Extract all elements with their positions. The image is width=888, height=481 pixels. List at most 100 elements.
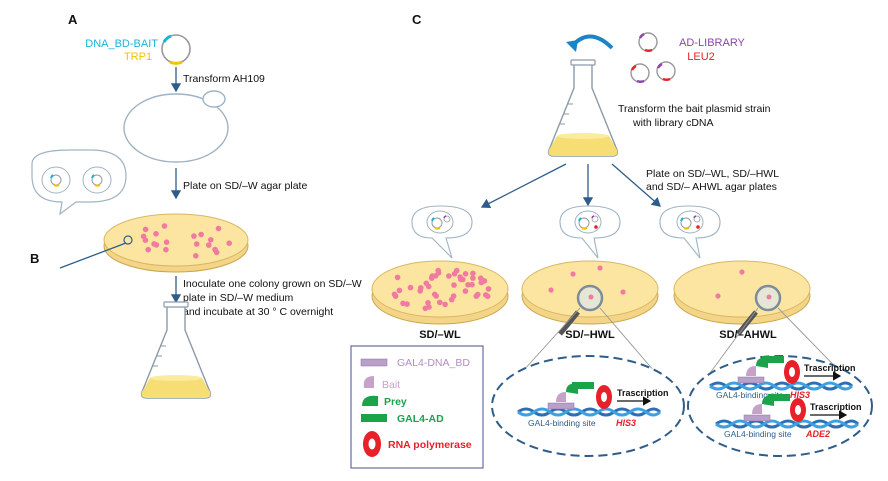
colony — [206, 242, 212, 248]
colony — [151, 241, 157, 247]
legend-bait-icon — [363, 376, 374, 388]
legend-ad-icon — [361, 414, 387, 422]
legend-bait-label: Bait — [382, 379, 400, 391]
colony — [470, 270, 476, 277]
his3-label-hwl: HIS3 — [616, 418, 636, 428]
step-plate-multi-2: and SD/– AHWL agar plates — [646, 181, 777, 193]
leu2-label: LEU2 — [687, 51, 715, 63]
step-inoculate-1: Inoculate one colony grown on SD/–W — [183, 278, 362, 290]
step-inoculate-2: plate in SD/–W medium — [183, 292, 294, 304]
magnifier-hwl — [558, 284, 604, 336]
colony — [460, 276, 466, 283]
agar-plate-a — [103, 213, 249, 273]
colony — [435, 270, 442, 276]
colonies-a — [140, 223, 232, 259]
dna-ahwl-2 — [715, 419, 860, 429]
colony — [208, 237, 214, 243]
colony — [422, 305, 429, 312]
bait-plasmid-label: DNA_BD-BAIT — [85, 38, 158, 50]
colony — [473, 293, 480, 299]
colony — [163, 246, 169, 253]
panel-label-b: B — [30, 251, 39, 266]
colony — [418, 285, 424, 291]
panel-label-a: A — [68, 12, 78, 27]
callout-bubble-wl — [411, 205, 473, 259]
legend-ad-label: GAL4-AD — [397, 413, 444, 425]
transcription-label-hwl: Trascription — [617, 388, 669, 398]
callout-bubble-hwl — [559, 205, 621, 259]
bait-hwl — [556, 392, 566, 402]
colony — [470, 275, 476, 281]
colony — [451, 271, 458, 277]
arrow-branch-ahwl — [611, 163, 661, 207]
plate-label-hwl: SD/–HWL — [565, 329, 615, 341]
legend-prey-label: Prey — [384, 396, 407, 408]
colony — [404, 301, 410, 307]
pointer-b — [59, 242, 127, 269]
colony — [451, 282, 457, 288]
colony — [485, 286, 492, 292]
colony — [469, 281, 475, 288]
colony — [140, 233, 147, 240]
transcription-label-ahwl-1: Trascription — [804, 363, 856, 373]
dna-hwl — [517, 407, 662, 417]
colony — [478, 279, 485, 286]
colony — [407, 284, 414, 291]
yeast-cell — [123, 90, 229, 163]
step-transform-library-2: with library cDNA — [632, 117, 714, 129]
binding-site-label-hwl: GAL4-binding site — [528, 418, 596, 428]
colony — [433, 293, 440, 299]
agar-plate-ahwl — [673, 260, 811, 325]
colony — [437, 299, 443, 306]
flask-c — [547, 59, 619, 157]
step-transform-library-1: Transform the bait plasmid strain — [618, 103, 771, 115]
colony — [226, 240, 232, 246]
colony — [198, 231, 204, 238]
colony — [446, 273, 452, 279]
plate-label-ahwl: SD/–AHWL — [719, 329, 777, 341]
selected-colony — [123, 235, 133, 245]
trp1-label: TRP1 — [124, 51, 152, 63]
colony — [394, 274, 401, 281]
colony — [145, 246, 151, 253]
legend-pol-label: RNA polymerase — [388, 439, 472, 451]
colony — [425, 300, 431, 306]
step-plate-multi-1: Plate on SD/–WL, SD/–HWL — [646, 168, 779, 180]
bd-domain-hwl — [547, 402, 575, 410]
colony — [163, 239, 170, 245]
colony — [462, 288, 469, 294]
colony — [450, 293, 457, 299]
plate-label-wl: SD/–WL — [419, 329, 461, 341]
colony — [161, 223, 168, 229]
library-label: AD-LIBRARY — [679, 37, 745, 49]
step-transform: Transform AH109 — [183, 73, 265, 85]
colony — [462, 271, 469, 277]
flask-a — [140, 301, 212, 399]
panel-label-c: C — [412, 12, 422, 27]
colony — [392, 293, 399, 300]
colony — [423, 280, 430, 287]
colony — [191, 233, 197, 239]
transcription-label-ahwl-2: Trascription — [810, 402, 862, 412]
colony — [442, 301, 448, 308]
colony — [153, 231, 159, 237]
binding-site-label-ahwl-2: GAL4-binding site — [724, 429, 792, 439]
legend-bd-icon — [360, 358, 388, 367]
colony — [483, 292, 489, 298]
zoom-circle-hwl — [491, 355, 685, 457]
colony — [465, 282, 471, 288]
colony — [142, 226, 149, 233]
colonies-wl — [391, 267, 492, 312]
binding-site-label-ahwl-1: GAL4-binding site — [716, 390, 784, 400]
bait-plasmid — [161, 34, 191, 65]
step-plate: Plate on SD/–W agar plate — [183, 180, 307, 192]
ad-domain-hwl — [572, 382, 594, 389]
dna-ahwl-1 — [709, 381, 854, 391]
arrow-branch-wl — [480, 163, 567, 209]
colony — [212, 246, 218, 253]
colony — [478, 275, 484, 282]
curved-arrow — [570, 34, 614, 50]
legend-prey-icon — [362, 395, 378, 406]
ade2-label: ADE2 — [805, 429, 830, 439]
